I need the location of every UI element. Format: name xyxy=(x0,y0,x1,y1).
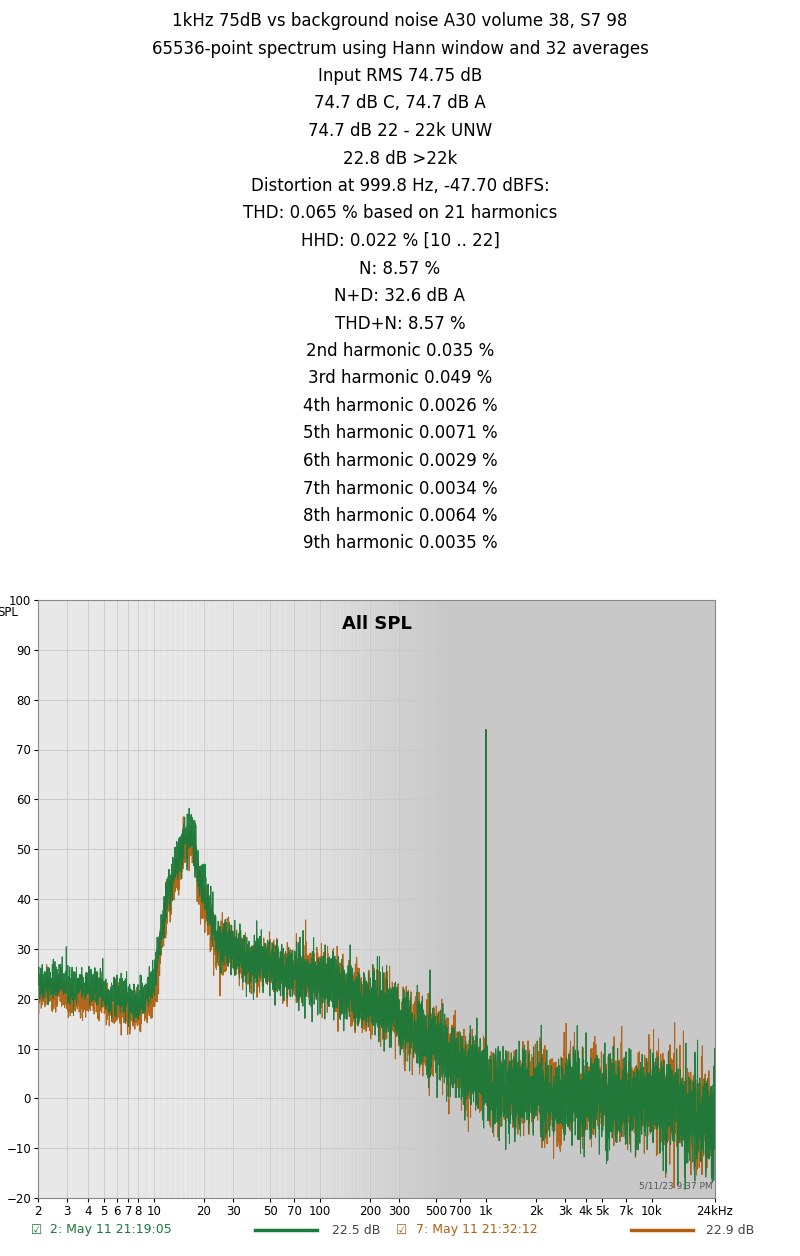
Text: 3rd harmonic 0.049 %: 3rd harmonic 0.049 % xyxy=(308,369,492,388)
Text: 74.7 dB 22 - 22k UNW: 74.7 dB 22 - 22k UNW xyxy=(308,122,492,139)
Text: 5/11/23 9:37 PM: 5/11/23 9:37 PM xyxy=(639,1181,713,1191)
Text: 74.7 dB C, 74.7 dB A: 74.7 dB C, 74.7 dB A xyxy=(314,94,486,113)
Text: 9th harmonic 0.0035 %: 9th harmonic 0.0035 % xyxy=(302,535,498,553)
Text: 5th harmonic 0.0071 %: 5th harmonic 0.0071 % xyxy=(302,425,498,442)
Text: 1kHz 75dB vs background noise A30 volume 38, S7 98: 1kHz 75dB vs background noise A30 volume… xyxy=(172,13,628,30)
Text: Distortion at 999.8 Hz, -47.70 dBFS:: Distortion at 999.8 Hz, -47.70 dBFS: xyxy=(250,177,550,195)
Text: ☑: ☑ xyxy=(396,1223,407,1236)
Text: HHD: 0.022 % [10 .. 22]: HHD: 0.022 % [10 .. 22] xyxy=(301,232,499,250)
Text: 7th harmonic 0.0034 %: 7th harmonic 0.0034 % xyxy=(302,480,498,497)
Text: THD: 0.065 % based on 21 harmonics: THD: 0.065 % based on 21 harmonics xyxy=(243,205,557,222)
Text: 2: May 11 21:19:05: 2: May 11 21:19:05 xyxy=(50,1223,172,1236)
Text: 2nd harmonic 0.035 %: 2nd harmonic 0.035 % xyxy=(306,342,494,360)
Text: THD+N: 8.57 %: THD+N: 8.57 % xyxy=(334,314,466,333)
Text: Input RMS 74.75 dB: Input RMS 74.75 dB xyxy=(318,67,482,85)
Text: 65536-point spectrum using Hann window and 32 averages: 65536-point spectrum using Hann window a… xyxy=(151,39,649,58)
Text: 6th harmonic 0.0029 %: 6th harmonic 0.0029 % xyxy=(302,452,498,470)
Text: ☑: ☑ xyxy=(30,1223,42,1236)
Text: 22.5 dB: 22.5 dB xyxy=(332,1223,380,1236)
Text: 8th harmonic 0.0064 %: 8th harmonic 0.0064 % xyxy=(302,507,498,525)
Text: 4th harmonic 0.0026 %: 4th harmonic 0.0026 % xyxy=(302,397,498,414)
Text: 7: May 11 21:32:12: 7: May 11 21:32:12 xyxy=(416,1223,538,1236)
Text: All SPL: All SPL xyxy=(342,615,411,633)
Text: N+D: 32.6 dB A: N+D: 32.6 dB A xyxy=(334,288,466,305)
Text: 22.9 dB: 22.9 dB xyxy=(706,1223,754,1236)
Text: N: 8.57 %: N: 8.57 % xyxy=(359,260,441,278)
Text: SPL: SPL xyxy=(0,605,18,619)
Text: 22.8 dB >22k: 22.8 dB >22k xyxy=(343,149,457,167)
